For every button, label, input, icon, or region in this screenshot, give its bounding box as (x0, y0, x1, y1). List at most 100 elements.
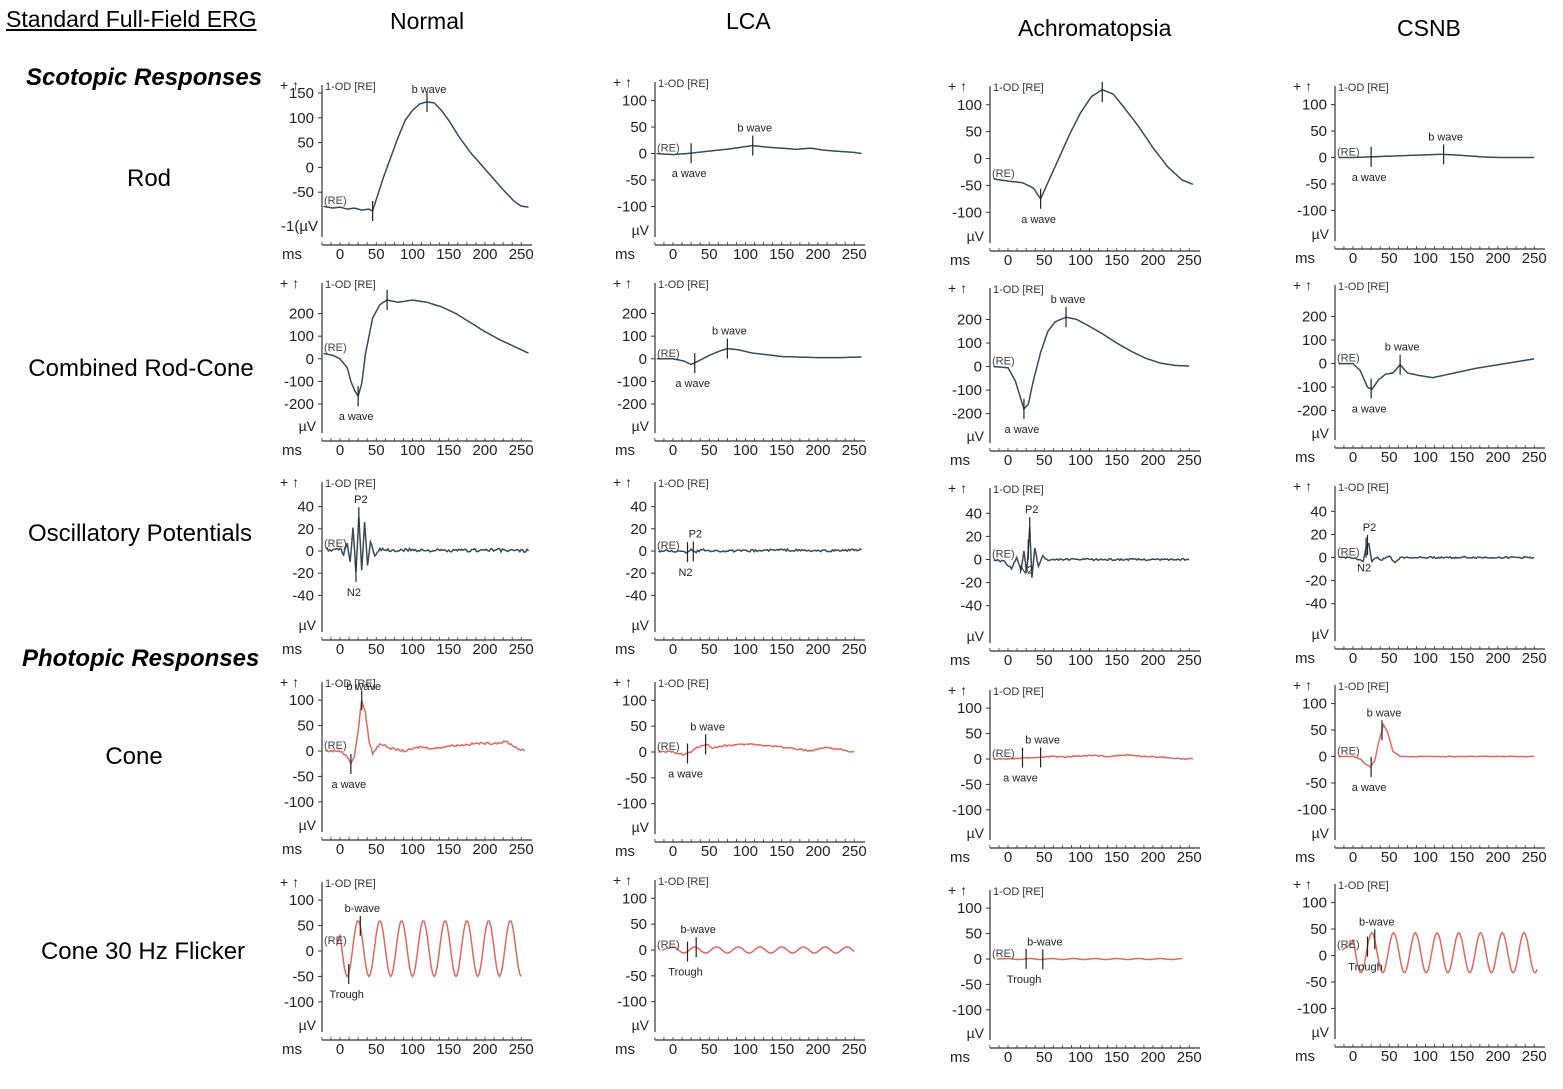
x-tick-label: 100 (400, 442, 425, 459)
x-unit-label: ms (1295, 650, 1315, 667)
channel-header: 1-OD [RE] (658, 279, 709, 291)
x-tick-label: 100 (733, 641, 758, 658)
x-tick-label: 250 (1177, 652, 1202, 669)
plus-arrow-icon: + ↑ (1293, 478, 1312, 494)
y-tick-label: 100 (622, 328, 647, 345)
x-tick-label: 100 (1068, 252, 1093, 269)
y-tick-label: 0 (306, 943, 314, 960)
channel-header: 1-OD [RE] (993, 686, 1044, 698)
y-tick-label: 100 (957, 97, 982, 114)
y-tick-label: 100 (622, 692, 647, 709)
column-header-achromatopsia: Achromatopsia (1018, 15, 1172, 41)
erg-trace (323, 299, 529, 398)
erg-trace (1338, 542, 1535, 564)
y-tick-label: -40 (960, 598, 982, 615)
y-tick-label: -50 (1305, 974, 1327, 991)
y-tick-label: 50 (1310, 921, 1327, 938)
y-tick-label: 50 (1310, 123, 1327, 140)
marker-label-a-wave: a wave (1352, 172, 1387, 184)
x-tick-label: 50 (701, 641, 718, 658)
erg-trace (1338, 153, 1535, 159)
erg-panel-csnb-combined: + ↑ 1-OD [RE] 200 100 0 -100 -200 µV ms 0 50 100 150… (1293, 277, 1547, 466)
x-tick-label: 150 (769, 843, 794, 860)
x-unit-label: ms (950, 849, 970, 866)
x-tick-label: 250 (1177, 849, 1202, 866)
y-unit-label: µV (299, 817, 317, 833)
x-tick-label: 50 (1381, 650, 1398, 667)
erg-panel-normal-combined: + ↑ 1-OD [RE] 200 100 0 -100 -200 µV ms 0 50 100 150… (280, 275, 534, 459)
x-tick-label: 50 (368, 246, 385, 263)
x-tick-label: 0 (1349, 449, 1357, 466)
x-tick-label: 150 (1449, 650, 1474, 667)
channel-header: 1-OD [RE] (1338, 281, 1389, 293)
x-tick-label: 200 (472, 1041, 497, 1058)
y-tick-label: 0 (1319, 550, 1327, 567)
erg-trace (658, 547, 862, 554)
x-tick-label: 50 (1036, 1049, 1053, 1066)
electrode-label: (RE) (324, 342, 347, 354)
y-unit-label: µV (632, 819, 650, 835)
x-unit-label: ms (950, 252, 970, 269)
y-unit-label: µV (967, 825, 985, 841)
y-unit-label: µV (967, 428, 985, 444)
marker-label-b-wave: b-wave (1027, 936, 1062, 948)
plus-arrow-icon: + ↑ (613, 74, 632, 90)
y-unit-label: µV (299, 1017, 317, 1033)
column-header-csnb: CSNB (1397, 15, 1461, 41)
x-tick-label: 150 (436, 841, 461, 858)
x-tick-label: 50 (1381, 250, 1398, 267)
marker-label-p2: P2 (354, 494, 367, 506)
x-tick-label: 200 (805, 442, 830, 459)
x-tick-label: 150 (1449, 449, 1474, 466)
x-tick-label: 150 (769, 641, 794, 658)
x-tick-label: 200 (1485, 1048, 1510, 1065)
plus-arrow-icon: + ↑ (280, 77, 299, 93)
y-tick-label: 50 (965, 926, 982, 943)
x-tick-label: 250 (509, 841, 534, 858)
erg-trace (335, 920, 522, 978)
marker-label-b-wave: b wave (412, 84, 447, 96)
erg-panel-normal-flicker: + ↑ 1-OD [RE] 100 50 0 -50 -100 µV ms 0 50 100 150 20… (280, 874, 534, 1058)
erg-panel-achro-cone: + ↑ 1-OD [RE] 100 50 0 -50 -100 µV ms 0 50 100 150 20… (948, 682, 1202, 866)
x-tick-label: 250 (842, 246, 867, 263)
erg-trace (657, 347, 862, 366)
electrode-label: (RE) (1337, 147, 1360, 159)
y-tick-label: 50 (297, 918, 314, 935)
x-tick-label: 0 (669, 641, 677, 658)
x-tick-label: 50 (1036, 252, 1053, 269)
erg-trace (993, 88, 1194, 201)
y-tick-label: 40 (965, 505, 982, 522)
channel-header: 1-OD [RE] (993, 484, 1044, 496)
x-tick-label: 0 (669, 442, 677, 459)
marker-label-a-wave: a wave (1352, 404, 1387, 416)
marker-label-a-wave: a wave (1352, 782, 1387, 794)
marker-label-trough: Trough (1007, 974, 1041, 986)
x-tick-label: 150 (1104, 652, 1129, 669)
x-unit-label: ms (282, 442, 302, 459)
x-tick-label: 0 (669, 843, 677, 860)
erg-panel-lca-rod: + ↑ 1-OD [RE] 100 50 0 -50 -100 µV ms 0 50 100 150 20… (613, 74, 867, 263)
x-tick-label: 250 (1522, 250, 1547, 267)
x-unit-label: ms (615, 442, 635, 459)
y-tick-label: -50 (292, 768, 314, 785)
y-tick-label: -100 (284, 994, 314, 1011)
plus-arrow-icon: + ↑ (280, 674, 299, 690)
x-tick-label: 100 (1068, 1049, 1093, 1066)
electrode-label: (RE) (324, 740, 347, 752)
figure-title: Standard Full-Field ERG (6, 6, 257, 32)
y-tick-label: 0 (974, 751, 982, 768)
channel-header: 1-OD [RE] (658, 478, 709, 490)
x-tick-label: 100 (400, 246, 425, 263)
x-tick-label: 200 (472, 641, 497, 658)
y-tick-label: -200 (617, 396, 647, 413)
x-tick-label: 50 (368, 1041, 385, 1058)
x-tick-label: 100 (1413, 1048, 1438, 1065)
x-tick-label: 0 (336, 442, 344, 459)
y-tick-label: 0 (639, 543, 647, 560)
marker-label-a-wave: a wave (1021, 214, 1056, 226)
x-tick-label: 0 (1004, 452, 1012, 469)
x-tick-label: 150 (1449, 1048, 1474, 1065)
plus-arrow-icon: + ↑ (948, 480, 967, 496)
y-tick-label: -100 (284, 794, 314, 811)
